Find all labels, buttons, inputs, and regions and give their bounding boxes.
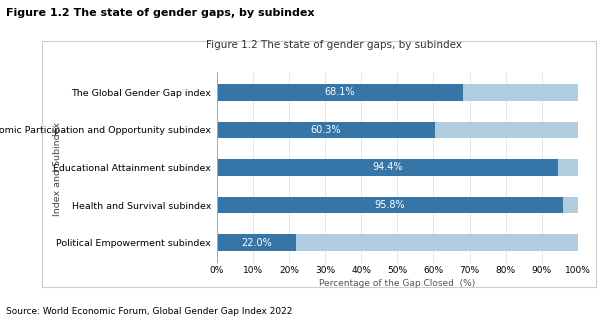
Text: Figure 1.2 The state of gender gaps, by subindex: Figure 1.2 The state of gender gaps, by …	[206, 40, 462, 50]
Bar	[217, 159, 557, 176]
Bar	[217, 197, 563, 213]
Bar	[217, 122, 435, 138]
Bar	[217, 122, 578, 138]
Bar	[217, 197, 578, 213]
Bar	[217, 84, 578, 101]
Text: 60.3%: 60.3%	[311, 125, 341, 135]
Text: Source: World Economic Forum, Global Gender Gap Index 2022: Source: World Economic Forum, Global Gen…	[6, 307, 293, 316]
Text: Figure 1.2 The state of gender gaps, by subindex: Figure 1.2 The state of gender gaps, by …	[6, 8, 314, 18]
Text: Index and Subindex: Index and Subindex	[53, 122, 61, 216]
Text: 95.8%: 95.8%	[374, 200, 405, 210]
Bar	[217, 234, 296, 251]
Bar	[217, 84, 463, 101]
X-axis label: Percentage of the Gap Closed  (%): Percentage of the Gap Closed (%)	[319, 279, 476, 288]
Text: 94.4%: 94.4%	[372, 162, 403, 173]
Text: 22.0%: 22.0%	[241, 238, 272, 248]
Bar	[217, 159, 578, 176]
Bar	[217, 234, 578, 251]
Text: 68.1%: 68.1%	[324, 87, 355, 97]
